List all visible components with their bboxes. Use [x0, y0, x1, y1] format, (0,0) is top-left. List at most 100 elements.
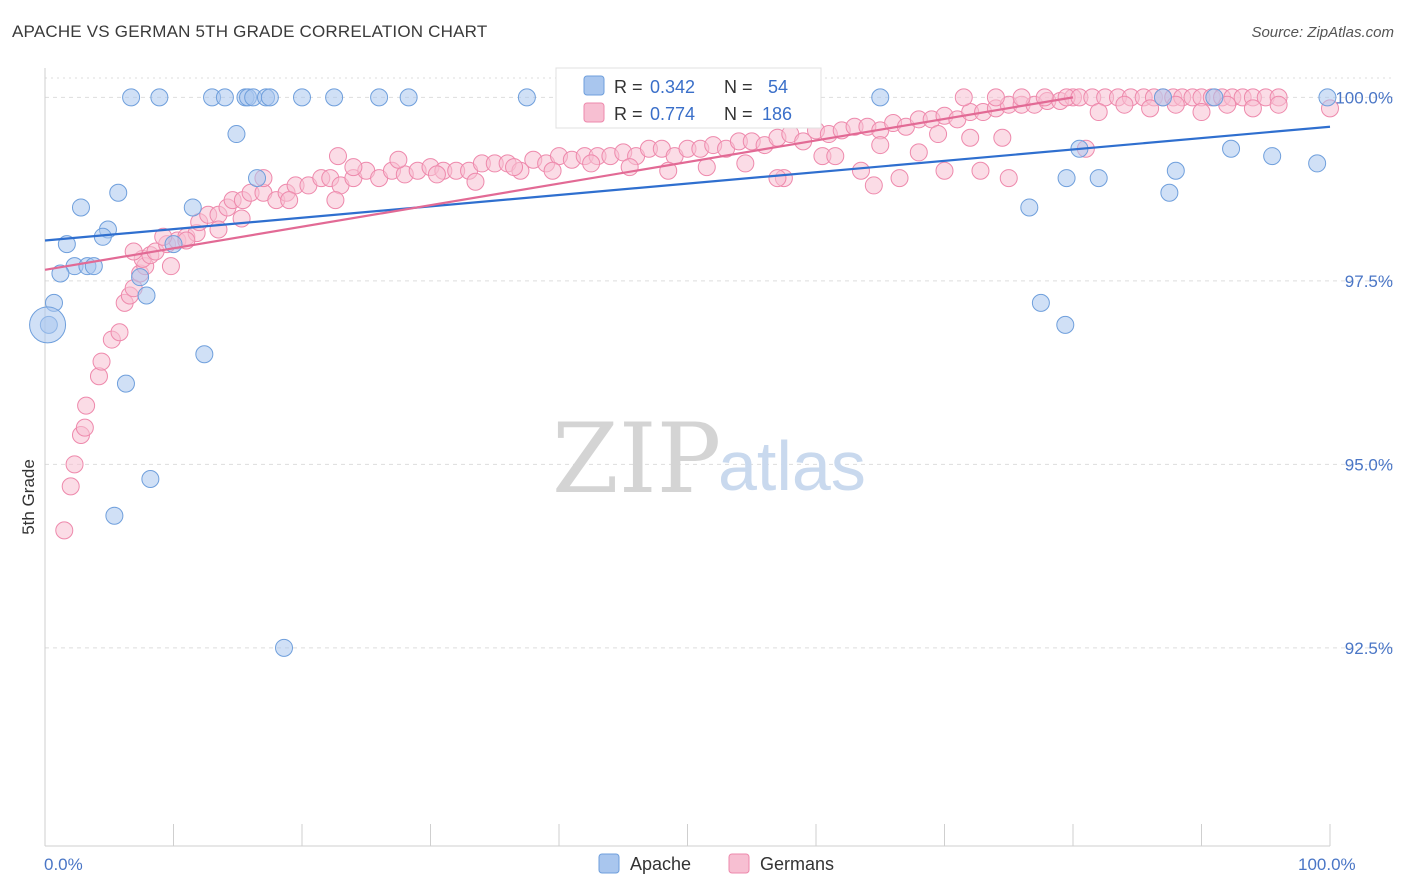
germans-point [1089, 103, 1108, 122]
germans-trendline [44, 96, 1074, 271]
apache-point [399, 88, 418, 107]
bottom-legend-swatch-germans [728, 853, 750, 874]
germans-point [971, 161, 990, 180]
germans-point [1243, 99, 1262, 118]
apache-point [260, 88, 279, 107]
germans-point [124, 242, 143, 261]
x-tick-label-min: 0.0% [44, 855, 83, 874]
germans-point [999, 169, 1018, 188]
trend-lines [44, 96, 1331, 271]
watermark-zip: ZIP [552, 403, 721, 515]
apache-point [195, 345, 214, 364]
germans-point [280, 191, 299, 210]
bottom-legend-label-apache: Apache [630, 854, 691, 874]
germans-point [77, 396, 96, 415]
apache-point [1031, 293, 1050, 312]
bottom-legend-swatch-apache [598, 853, 620, 874]
legend-r-label-germans: R = [614, 104, 643, 124]
y-axis-tick-labels: 100.0% 97.5% 95.0% 92.5% [1335, 88, 1393, 657]
legend-r-value-apache: 0.342 [650, 77, 695, 97]
apache-point [141, 470, 160, 489]
germans-point [826, 147, 845, 166]
apache-point [275, 638, 294, 657]
germans-point [736, 154, 755, 173]
germans-point [1115, 95, 1134, 114]
apache-point [227, 125, 246, 144]
germans-point [389, 150, 408, 169]
apache-point [1057, 169, 1076, 188]
germans-points [55, 88, 1339, 540]
germans-point [582, 154, 601, 173]
germans-point [935, 161, 954, 180]
apache-point [51, 264, 70, 283]
germans-point [768, 169, 787, 188]
legend-n-label-germans: N = [724, 104, 753, 124]
bottom-legend: Apache Germans [598, 853, 834, 874]
apache-point [1222, 139, 1241, 158]
germans-point [505, 158, 524, 177]
apache-point [71, 198, 90, 217]
apache-point [183, 198, 202, 217]
apache-point [29, 306, 67, 344]
zipatlas-watermark: ZIP atlas [552, 403, 866, 515]
apache-trendline [44, 125, 1331, 242]
germans-point [92, 352, 111, 371]
legend-n-value-germans: 186 [762, 104, 792, 124]
germans-point [851, 161, 870, 180]
chart-title: APACHE VS GERMAN 5TH GRADE CORRELATION C… [12, 22, 488, 41]
apache-point [105, 506, 124, 525]
stats-legend: R = 0.342 N = 54 R = 0.774 N = 186 [555, 67, 822, 129]
germans-point [89, 367, 108, 386]
germans-point [1012, 88, 1031, 107]
x-axis-ticks [173, 824, 1331, 846]
gridlines [45, 77, 1395, 649]
apache-point [1205, 88, 1224, 107]
legend-r-value-germans: 0.774 [650, 104, 695, 124]
apache-point [1318, 88, 1337, 107]
germans-point [1269, 95, 1288, 114]
apache-point [370, 88, 389, 107]
apache-point [116, 374, 135, 393]
legend-r-label-apache: R = [614, 77, 643, 97]
y-tick-label: 95.0% [1345, 455, 1393, 474]
germans-point [65, 455, 84, 474]
apache-point [215, 88, 234, 107]
legend-n-label-apache: N = [724, 77, 753, 97]
germans-point [864, 176, 883, 195]
legend-swatch-apache [583, 75, 605, 96]
germans-point [961, 128, 980, 147]
x-tick-label-max: 100.0% [1298, 855, 1356, 874]
bottom-legend-label-germans: Germans [760, 854, 834, 874]
apache-point [1089, 169, 1108, 188]
germans-point [871, 136, 890, 155]
apache-point [137, 286, 156, 305]
germans-point [929, 125, 948, 144]
germans-point [55, 521, 74, 540]
germans-point [75, 418, 94, 437]
germans-point [466, 172, 485, 191]
apache-point [517, 88, 536, 107]
apache-point [1308, 154, 1327, 173]
germans-point [954, 88, 973, 107]
germans-point [326, 191, 345, 210]
germans-point [344, 158, 363, 177]
germans-point [909, 143, 928, 162]
y-tick-label: 97.5% [1345, 272, 1393, 291]
watermark-atlas: atlas [718, 427, 866, 505]
germans-point [543, 161, 562, 180]
y-axis-title: 5th Grade [19, 459, 38, 535]
apache-point [1166, 161, 1185, 180]
apache-point [1153, 88, 1172, 107]
germans-point [986, 88, 1005, 107]
germans-point [1141, 99, 1160, 118]
y-tick-label: 100.0% [1335, 88, 1393, 107]
germans-point [993, 128, 1012, 147]
germans-point [427, 165, 446, 184]
germans-point [161, 257, 180, 276]
germans-point [890, 169, 909, 188]
germans-point [61, 477, 80, 496]
legend-swatch-germans [583, 102, 605, 123]
source-credit: Source: ZipAtlas.com [1251, 24, 1394, 41]
germans-point [697, 158, 716, 177]
apache-point [109, 183, 128, 202]
